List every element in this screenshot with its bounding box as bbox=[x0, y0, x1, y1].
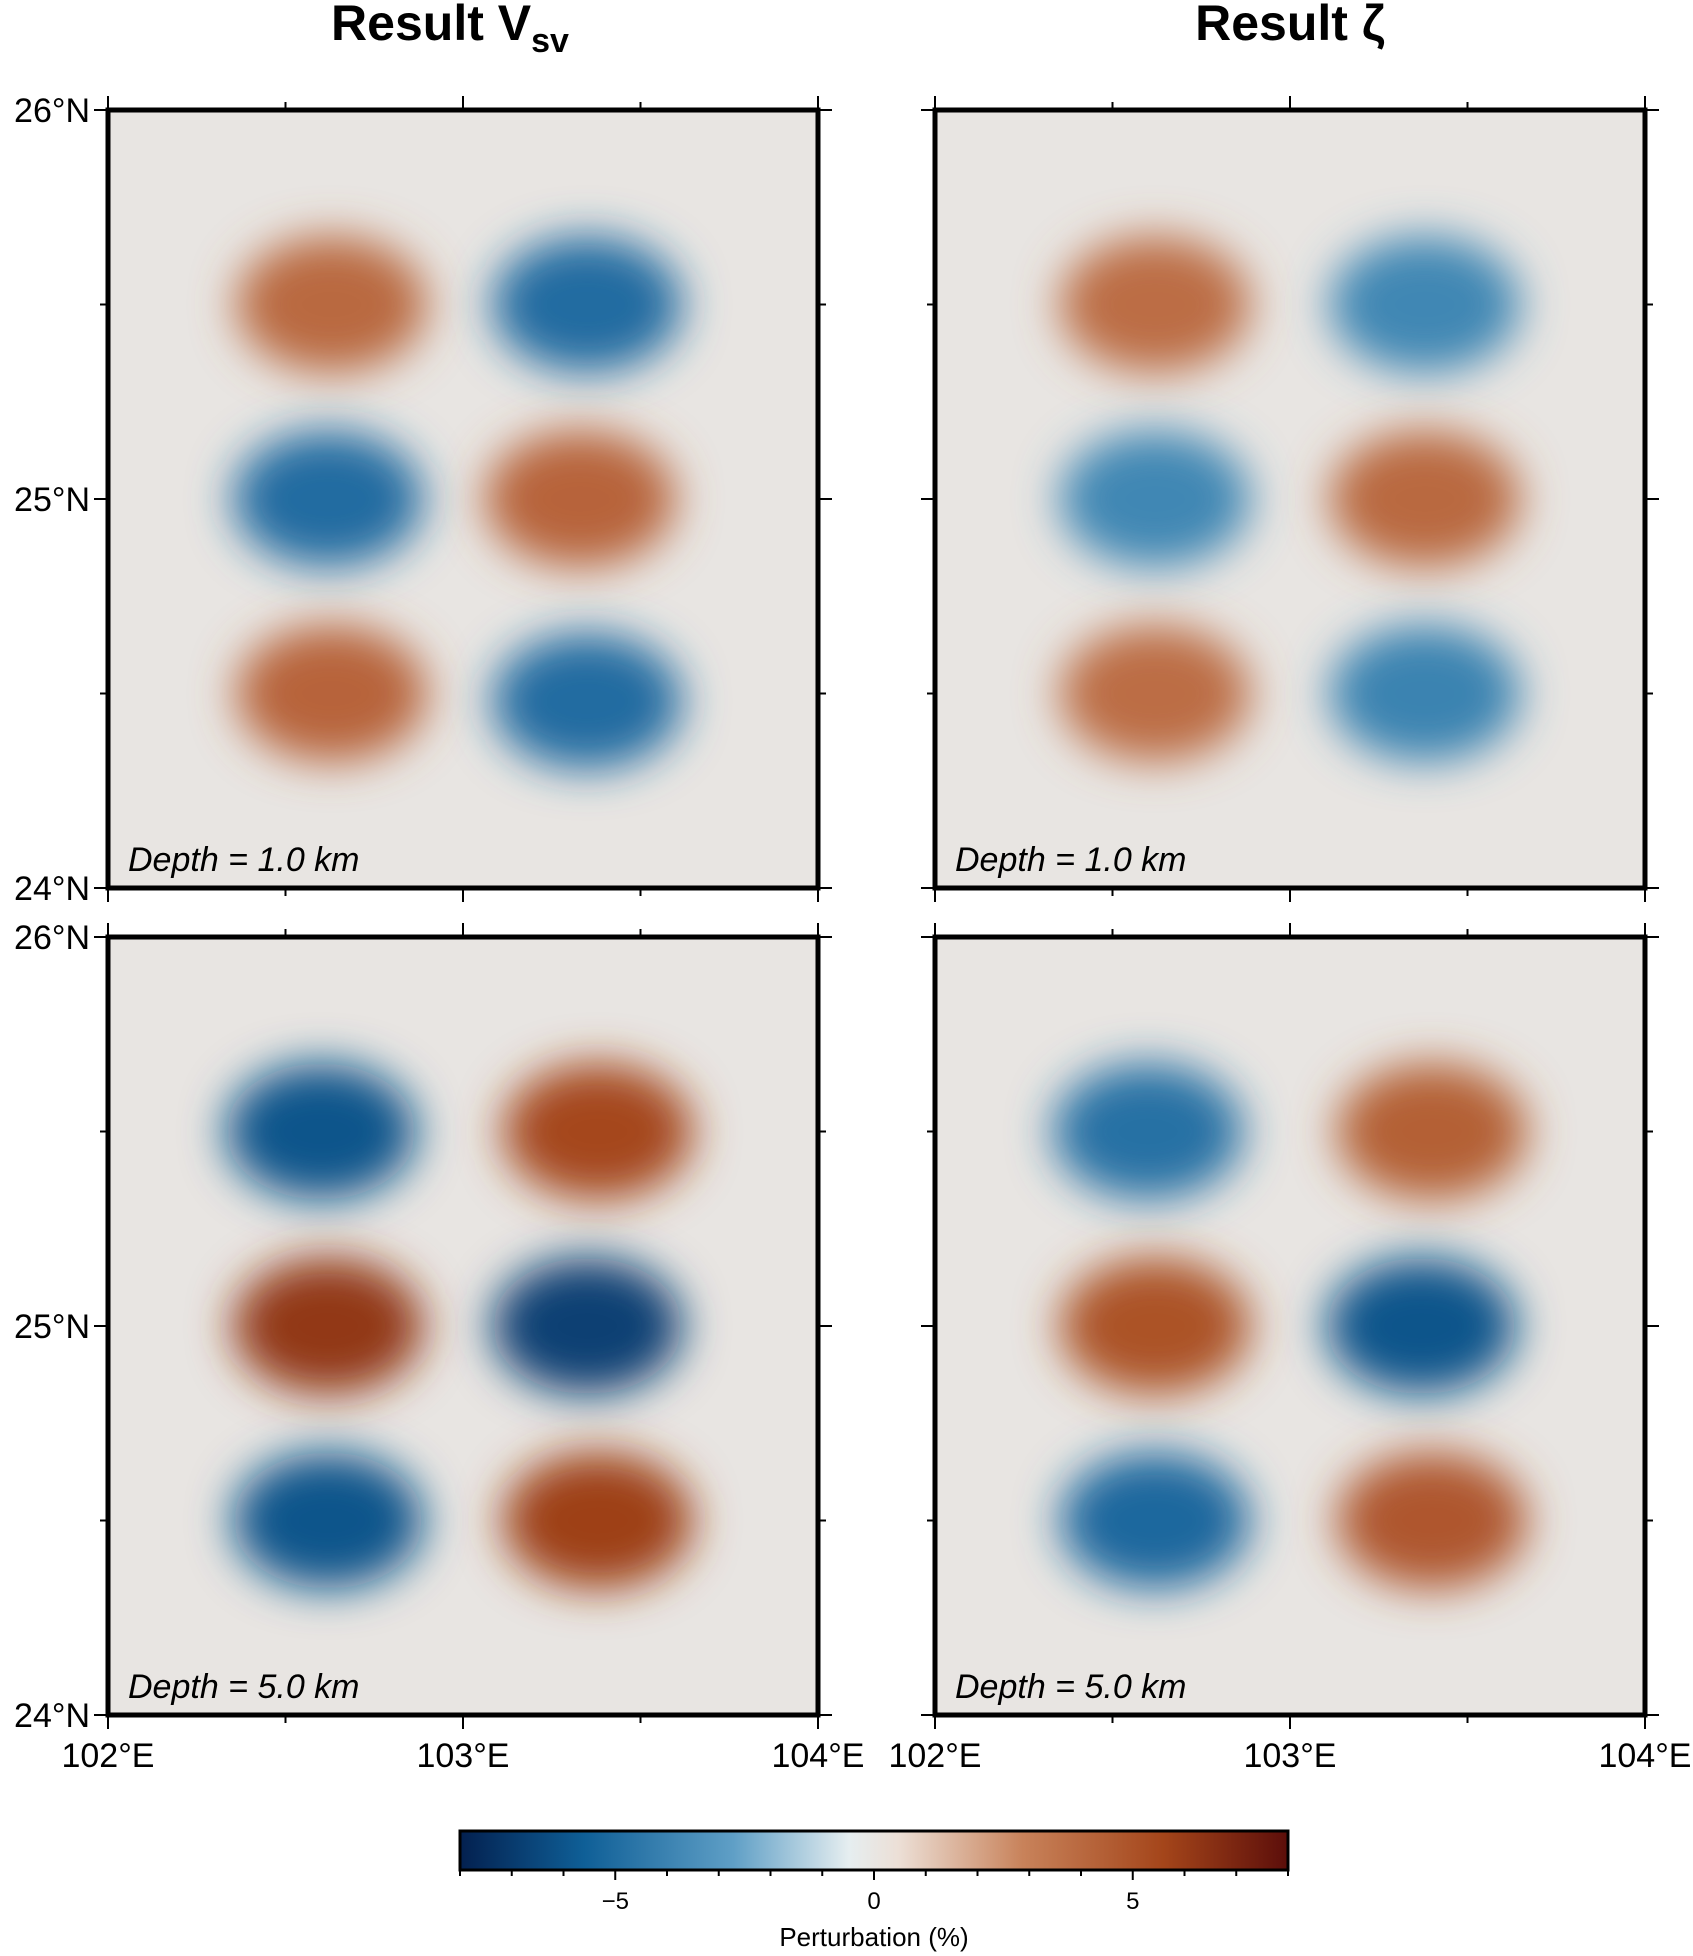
depth-label: Depth = 5.0 km bbox=[128, 1668, 360, 1706]
depth-label: Depth = 5.0 km bbox=[955, 1668, 1187, 1706]
anomaly-5 bbox=[1337, 1452, 1527, 1589]
x-tick-label: 103°E bbox=[1243, 1737, 1336, 1775]
anomaly-2 bbox=[1060, 1258, 1251, 1394]
anomaly-4 bbox=[1060, 1452, 1251, 1589]
y-tick-label: 24°N bbox=[14, 870, 90, 908]
anomaly-3 bbox=[492, 1258, 683, 1394]
anomaly-layer bbox=[1053, 1063, 1527, 1589]
anomaly-5 bbox=[1329, 625, 1520, 762]
depth-label: Depth = 1.0 km bbox=[128, 841, 360, 879]
ticks bbox=[921, 96, 1659, 902]
y-tick-label: 26°N bbox=[14, 919, 90, 957]
colorbar: −5 0 5 Perturbation (%) bbox=[458, 1829, 1290, 1952]
y-tick-label: 25°N bbox=[14, 1308, 90, 1346]
colorbar-title: Perturbation (%) bbox=[779, 1922, 968, 1952]
colorbar-ramp bbox=[458, 1829, 1290, 1872]
anomaly-5 bbox=[502, 1452, 693, 1589]
anomaly-1 bbox=[492, 236, 683, 373]
anomaly-3 bbox=[1326, 1258, 1517, 1394]
colorbar-tick-label: −5 bbox=[602, 1888, 629, 1915]
panel-zeta-depth-5: 102°E 103°E 104°E Depth = 5.0 km bbox=[888, 923, 1692, 1775]
panel-vsv-depth-5: 24°N 25°N 26°N 102°E 103°E 104°E Depth = 5.0 k… bbox=[14, 919, 864, 1775]
anomaly-2 bbox=[1060, 431, 1251, 567]
y-tick-label: 24°N bbox=[14, 1697, 90, 1735]
title-zeta: Result ζ bbox=[1195, 0, 1385, 51]
colorbar-tick-label: 0 bbox=[867, 1888, 880, 1915]
anomaly-0 bbox=[226, 1063, 416, 1200]
panel-zeta-depth-1: Depth = 1.0 km bbox=[921, 96, 1659, 902]
colorbar-tick-label: 5 bbox=[1126, 1888, 1139, 1915]
anomaly-1 bbox=[1337, 1063, 1527, 1200]
anomaly-2 bbox=[233, 431, 424, 567]
anomaly-5 bbox=[492, 633, 683, 770]
title-vsv: Result Vsv bbox=[331, 0, 569, 60]
ticks bbox=[921, 923, 1659, 1729]
depth-label: Depth = 1.0 km bbox=[955, 841, 1187, 879]
panel-background bbox=[935, 110, 1645, 888]
anomaly-0 bbox=[1053, 1063, 1243, 1200]
anomaly-layer bbox=[226, 1063, 693, 1589]
panel-vsv-depth-1: 24°N 25°N 26°N Depth = 1.0 km bbox=[14, 92, 832, 908]
anomaly-1 bbox=[502, 1063, 693, 1200]
anomaly-layer bbox=[1060, 236, 1520, 762]
panel-background bbox=[108, 937, 818, 1715]
anomaly-0 bbox=[1060, 236, 1251, 373]
anomaly-2 bbox=[233, 1258, 424, 1394]
ticks bbox=[94, 96, 832, 902]
x-tick-label: 104°E bbox=[771, 1737, 864, 1775]
x-tick-label: 104°E bbox=[1598, 1737, 1691, 1775]
anomaly-3 bbox=[1329, 431, 1520, 567]
ticks bbox=[94, 923, 832, 1729]
y-tick-label: 26°N bbox=[14, 92, 90, 130]
panel-background bbox=[935, 937, 1645, 1715]
panel-background bbox=[108, 110, 818, 888]
y-tick-label: 25°N bbox=[14, 481, 90, 519]
anomaly-layer bbox=[233, 236, 683, 770]
anomaly-3 bbox=[485, 431, 676, 567]
x-tick-label: 102°E bbox=[61, 1737, 154, 1775]
anomaly-4 bbox=[233, 1452, 424, 1589]
anomaly-4 bbox=[1060, 625, 1251, 762]
x-tick-label: 103°E bbox=[416, 1737, 509, 1775]
anomaly-4 bbox=[236, 625, 427, 762]
anomaly-0 bbox=[236, 236, 427, 373]
x-tick-label: 102°E bbox=[888, 1737, 981, 1775]
anomaly-1 bbox=[1329, 236, 1520, 373]
